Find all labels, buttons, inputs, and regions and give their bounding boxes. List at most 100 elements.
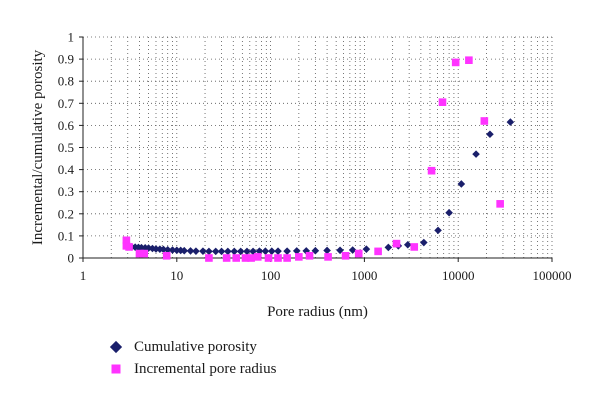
diamond-point [384,243,393,252]
square-point [451,58,460,67]
square-point [374,247,382,256]
axes [82,37,552,259]
square-point [324,253,332,261]
diamond-point [249,247,257,256]
legend-label-incremental: Incremental pore radius [134,360,277,377]
x-tick-label: 100000 [533,268,572,283]
y-tick-label: 0.8 [58,74,74,89]
square-point [232,254,241,262]
square-point [125,243,133,251]
square-point [410,243,419,251]
diamond-point [163,246,172,254]
y-tick-label: 0.1 [58,228,74,243]
diamond-point [180,246,189,255]
diamond-point [152,245,160,253]
square-point [253,253,262,261]
diamond-point [173,246,181,255]
square-marker-icon [111,364,121,374]
diamond-point [205,247,213,256]
diamond-point [192,247,200,255]
x-axis-title: Pore radius (nm) [267,304,368,320]
grid-lines [82,36,553,259]
diamond-point [348,246,357,254]
square-point [222,254,231,262]
y-tick-label: 0.7 [58,96,75,111]
series-incremental-pore-radius [122,56,504,262]
square-point [427,166,436,175]
legend-item-cumulative: Cumulative porosity [109,336,276,358]
y-tick-label: 0.5 [58,140,74,155]
square-point [140,249,149,258]
diamond-point [311,246,320,255]
diamond-point [186,247,195,255]
square-point [354,249,363,258]
y-tick-label: 0.6 [58,118,75,133]
diamond-point [217,247,226,256]
diamond-point [224,247,232,256]
diamond-point [168,246,177,254]
x-tick-labels: 1 10 100 1000 10000 100000 [80,258,572,283]
x-tick-label: 100 [261,268,281,283]
diamond-point [336,246,344,255]
diamond-point [230,247,239,256]
y-tick-label: 1 [68,30,75,45]
diamond-point [283,247,291,255]
square-point [305,251,314,260]
diamond-point [199,247,207,255]
square-point [341,251,350,260]
square-point [283,254,291,262]
square-point [135,249,144,258]
square-point [162,251,171,260]
square-point [122,236,131,245]
chart-legend: Cumulative porosity Incremental pore rad… [109,336,276,380]
diamond-point [434,226,442,235]
square-point [247,254,255,262]
square-point [205,254,213,262]
square-point [274,254,282,262]
diamond-point [292,247,301,255]
diamond-marker-icon [109,340,123,354]
diamond-point [506,118,515,126]
y-axis-title: Incremental/cumulative porosity [30,49,46,245]
square-point [264,254,273,262]
diamond-point [148,244,157,253]
square-point [496,200,504,208]
diamond-point [323,246,331,255]
square-point [480,117,489,125]
square-point [465,56,473,65]
diamond-point [302,247,311,255]
square-point [392,239,401,248]
y-tick-label: 0.9 [58,52,74,67]
diamond-point [236,247,245,256]
diamond-point [486,130,494,139]
x-tick-label: 10 [170,268,183,283]
y-tick-label: 0.4 [58,162,75,177]
series-cumulative-porosity [123,118,515,256]
diamond-point [211,247,220,256]
square-point [241,254,250,262]
diamond-point [445,208,453,217]
diamond-point [420,238,428,247]
x-tick-label: 10000 [442,268,475,283]
diamond-point [243,247,251,256]
square-point [295,253,303,261]
diamond-point [362,245,371,253]
y-tick-labels: 0 0.1 0.2 0.3 0.4 0.5 0.6 0.7 0.8 0.9 1 [58,30,83,266]
diamond-point [261,247,270,255]
diamond-point [472,150,480,158]
diamond-point [159,245,168,254]
y-tick-label: 0.3 [58,184,74,199]
legend-label-cumulative: Cumulative porosity [134,338,257,355]
x-tick-label: 1000 [351,268,377,283]
diamond-point [457,180,466,188]
x-tick-label: 1 [80,268,87,283]
diamond-point [403,240,412,249]
data-points [122,56,515,262]
legend-item-incremental: Incremental pore radius [110,358,276,380]
diamond-point [274,247,282,255]
y-tick-label: 0 [68,251,75,266]
y-tick-label: 0.2 [58,206,74,221]
diamond-point [268,247,276,255]
